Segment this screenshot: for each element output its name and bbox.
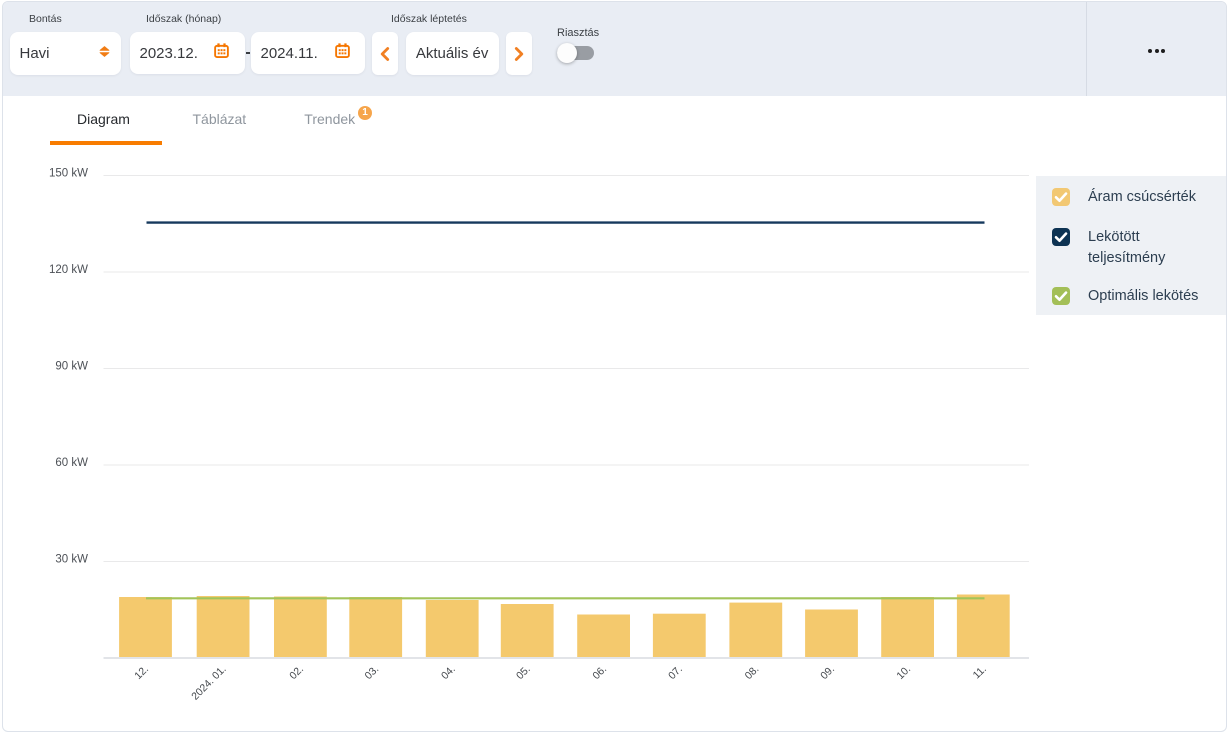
svg-text:09.: 09. [818, 663, 837, 682]
svg-text:90 kW: 90 kW [55, 361, 88, 373]
svg-text:02.: 02. [287, 663, 306, 682]
svg-text:08.: 08. [743, 663, 762, 682]
svg-text:12.: 12. [132, 663, 151, 682]
svg-text:06.: 06. [590, 663, 609, 682]
svg-text:04.: 04. [439, 663, 458, 682]
svg-text:150 kW: 150 kW [49, 168, 88, 180]
svg-text:120 kW: 120 kW [49, 264, 88, 276]
svg-text:30 kW: 30 kW [55, 554, 88, 566]
svg-text:11.: 11. [971, 663, 989, 681]
svg-text:2024. 01.: 2024. 01. [189, 663, 228, 702]
svg-text:07.: 07. [666, 663, 685, 682]
svg-text:03.: 03. [363, 663, 382, 682]
svg-text:05.: 05. [514, 663, 533, 682]
svg-text:60 kW: 60 kW [55, 457, 88, 469]
svg-text:10.: 10. [894, 663, 913, 682]
